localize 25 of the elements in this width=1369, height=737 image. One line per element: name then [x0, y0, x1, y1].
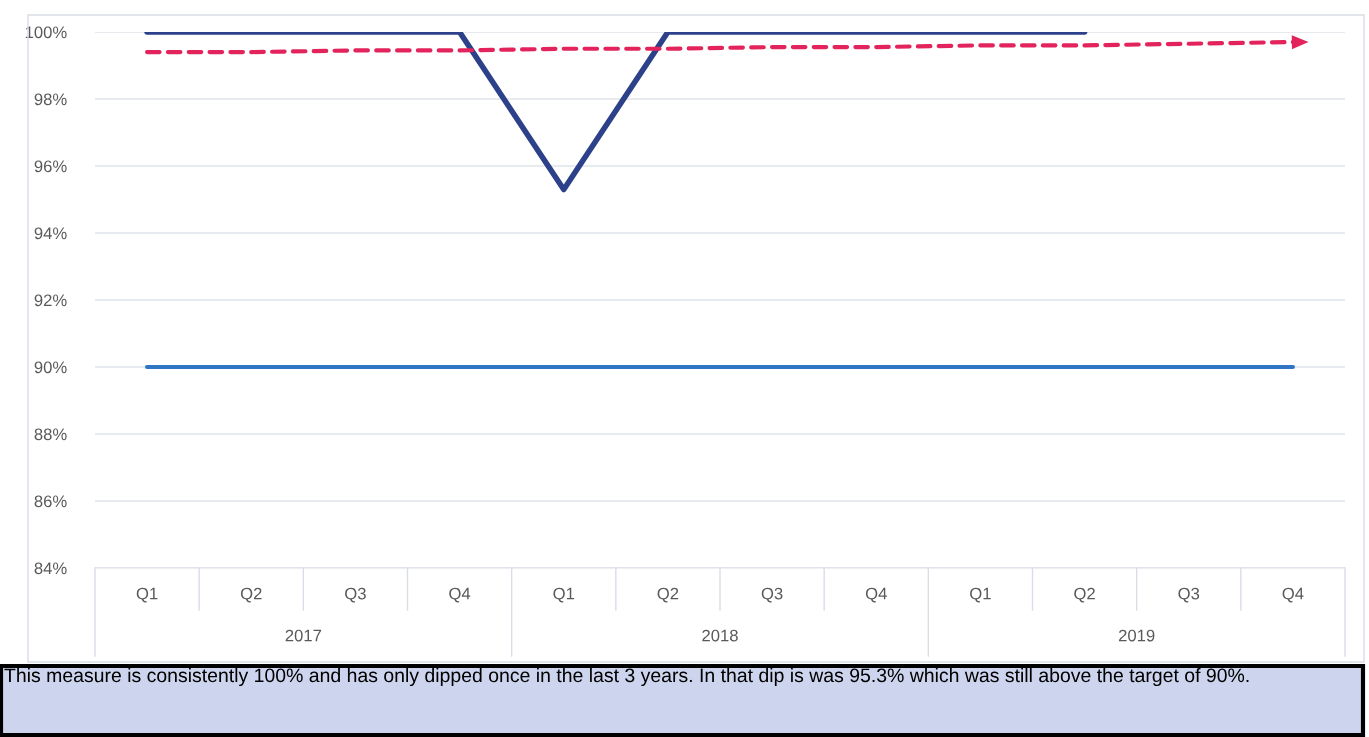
y-tick-label: 84%	[34, 562, 67, 575]
y-tick-label: 90%	[34, 361, 67, 374]
y-tick-label: 96%	[34, 160, 67, 173]
text: This measure is consistently 100% and has only dipped once in the last 3 years. In that dip is was 95.3% which was still above the target of 90%.	[4, 667, 1249, 687]
x-tick-label: Q3	[345, 587, 366, 603]
y-tick-label: 94%	[34, 227, 67, 240]
x-tick-label: Q1	[970, 587, 991, 603]
x-tick-label: Q1	[553, 587, 575, 603]
x-tick-label: Q4	[449, 587, 471, 603]
text: 2017	[285, 629, 322, 642]
x-tick-label: Q2	[657, 587, 679, 603]
x-tick-label: Q3	[1178, 587, 1200, 603]
x-tick-label: Q4	[865, 587, 887, 603]
text: 2019	[1118, 629, 1155, 642]
y-tick-label: 86%	[34, 495, 67, 508]
y-tick-label: 100%	[25, 26, 67, 39]
x-tick-label: Q2	[1074, 587, 1095, 603]
y-tick-label: 98%	[34, 93, 67, 106]
text: 2018	[702, 629, 738, 642]
x-tick-label: Q1	[136, 587, 158, 603]
x-tick-label: Q4	[1282, 587, 1304, 603]
x-tick-label: Q2	[240, 587, 262, 603]
y-tick-label: 88%	[34, 428, 67, 441]
y-tick-label: 92%	[34, 294, 67, 307]
x-tick-label: Q3	[761, 587, 783, 603]
